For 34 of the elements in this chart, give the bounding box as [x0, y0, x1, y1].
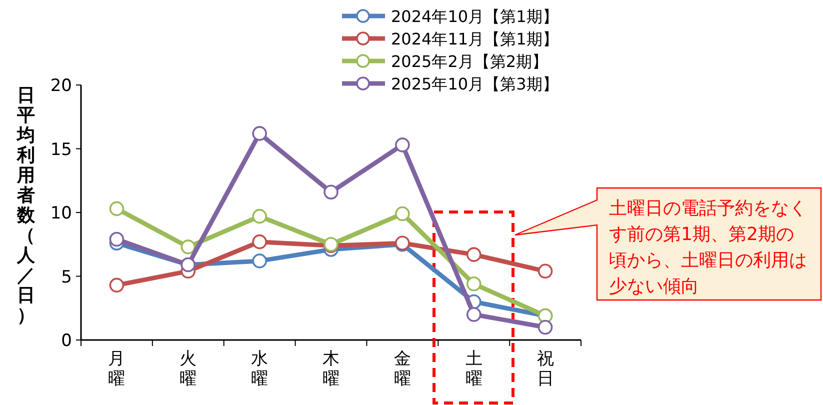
point	[109, 201, 124, 216]
x-tick-label: 祝日	[536, 349, 554, 389]
point	[466, 307, 482, 322]
point	[395, 138, 410, 152]
point	[109, 232, 124, 247]
x-tick-label: 火曜	[180, 349, 197, 389]
x-tick-label: 水曜	[251, 349, 268, 389]
point	[252, 126, 267, 141]
x-tick-label: 土曜	[465, 349, 482, 389]
legend-label: 2025年10月【第3期】	[391, 74, 558, 94]
point	[324, 184, 338, 200]
point	[252, 234, 267, 250]
x-tick-label: 木曜	[322, 349, 340, 389]
point	[466, 276, 482, 292]
y-tick-label: 0	[61, 331, 72, 351]
text: 土曜日の電話予約をなくす前の第1期、第2期の頃から、土曜日の利用は少ない傾向	[609, 198, 807, 297]
y-tick-label: 5	[61, 267, 72, 288]
point	[252, 254, 267, 268]
y-tick-label: 15	[50, 140, 72, 160]
point	[252, 208, 267, 224]
text: 日平均利用者数（人／日）	[17, 85, 35, 326]
legend-label: 2024年11月【第1期】	[391, 30, 558, 48]
point	[538, 264, 553, 279]
point	[538, 320, 553, 335]
legend-label: 2024年10月【第1期】	[391, 7, 558, 26]
point	[466, 247, 482, 262]
point	[109, 278, 124, 293]
x-tick-label: 月曜	[108, 349, 126, 389]
x-tick-label: 金曜	[394, 349, 411, 389]
y-tick-label: 10	[50, 204, 72, 224]
y-tick-label: 20	[50, 76, 72, 96]
point	[395, 206, 410, 222]
point	[180, 240, 196, 254]
legend-label: 2025年2月【第2期】	[391, 52, 548, 71]
